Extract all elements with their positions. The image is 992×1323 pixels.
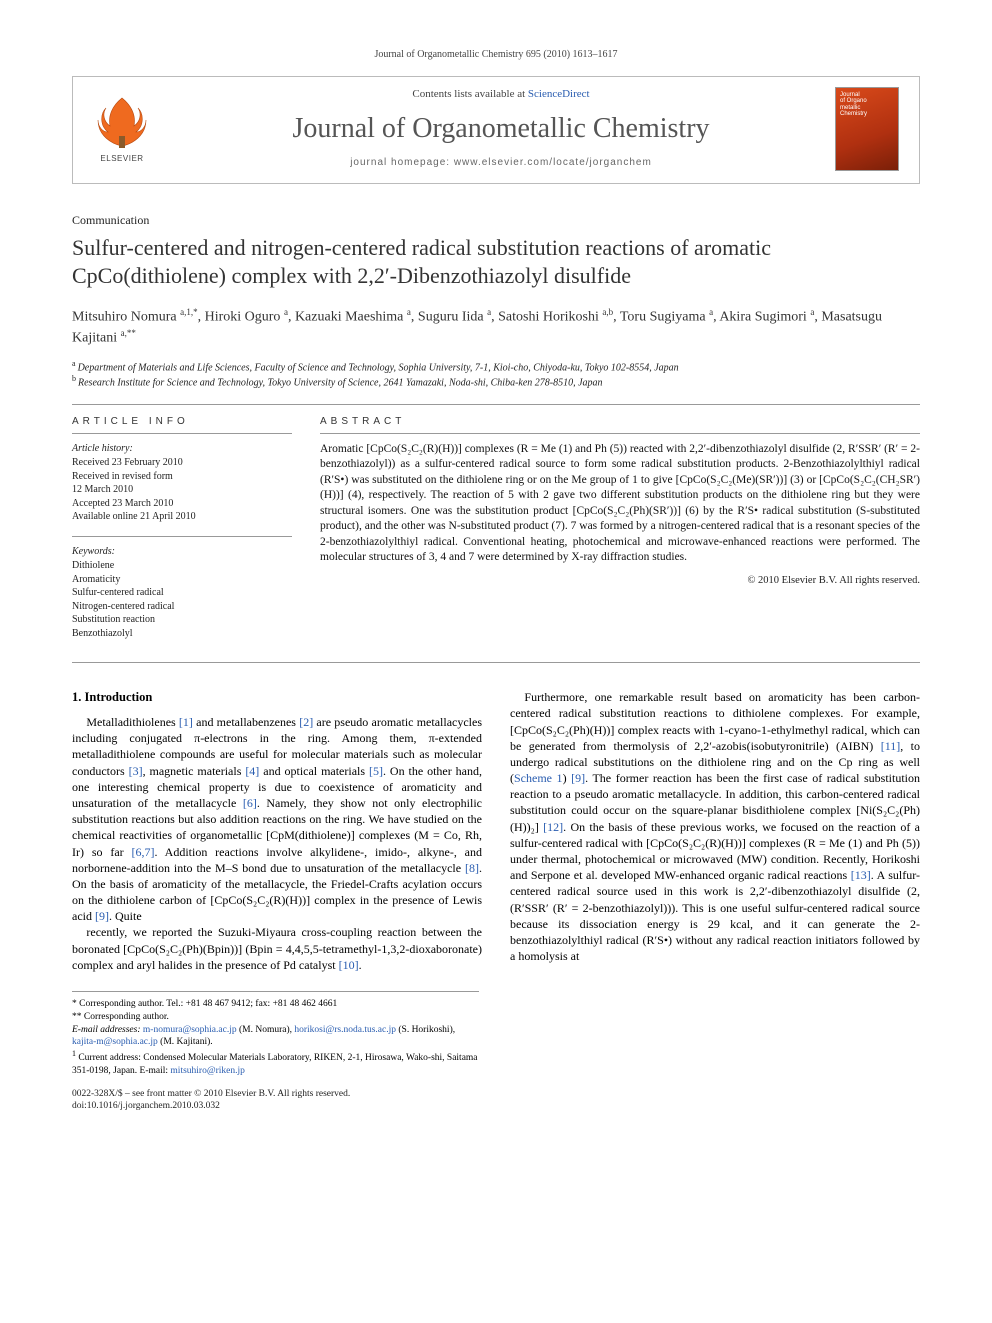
journal-cover-thumb: Journal of Organo metallic Chemistry [835, 87, 899, 171]
author-list: Mitsuhiro Nomura a,1,*, Hiroki Oguro a, … [72, 306, 920, 349]
affiliation-b: bResearch Institute for Science and Tech… [72, 374, 920, 390]
footnote-corresponding-1: * Corresponding author. Tel.: +81 48 467… [72, 998, 479, 1011]
history-line-3: Accepted 23 March 2010 [72, 497, 292, 511]
footnote-dstar-text: Corresponding author. [84, 1012, 169, 1022]
citation-link[interactable]: [2] [299, 715, 313, 729]
elsevier-tree-icon [90, 92, 154, 152]
email-link-2[interactable]: kajita-m@sophia.ac.jp [72, 1037, 158, 1047]
article-history-label: Article history: [72, 442, 292, 456]
contents-available-line: Contents lists available at ScienceDirec… [181, 87, 821, 102]
citation-link[interactable]: [5] [369, 764, 383, 778]
affiliation-a: aDepartment of Materials and Life Scienc… [72, 359, 920, 375]
cover-line-1: of Organo [840, 98, 894, 105]
contents-prefix: Contents lists available at [412, 88, 527, 100]
email-link-0[interactable]: m-nomura@sophia.ac.jp [143, 1025, 237, 1035]
citation-link[interactable]: [10] [339, 958, 359, 972]
keyword-3: Nitrogen-centered radical [72, 600, 292, 614]
elsevier-logo: ELSEVIER [87, 90, 157, 168]
citation-link[interactable]: [9] [571, 771, 585, 785]
abstract-copyright: © 2010 Elsevier B.V. All rights reserved… [320, 574, 920, 588]
email-who-2: (M. Kajitani) [160, 1037, 210, 1047]
journal-name: Journal of Organometallic Chemistry [181, 110, 821, 148]
body-para-2: recently, we reported the Suzuki-Miyaura… [72, 924, 482, 973]
scheme-link[interactable]: Scheme 1 [514, 771, 563, 785]
email-label: E-mail addresses: [72, 1025, 141, 1035]
cover-line-3: Chemistry [840, 111, 894, 118]
publisher-name: ELSEVIER [100, 154, 143, 165]
doi-block: 0022-328X/$ – see front matter © 2010 El… [72, 1088, 479, 1113]
footnotes: * Corresponding author. Tel.: +81 48 467… [72, 991, 479, 1113]
section-1-heading: 1. Introduction [72, 689, 482, 706]
article-info-heading: ARTICLE INFO [72, 415, 292, 434]
running-header: Journal of Organometallic Chemistry 695 … [72, 48, 920, 62]
email-link-1[interactable]: horikosi@rs.noda.tus.ac.jp [294, 1025, 396, 1035]
keyword-2: Sulfur-centered radical [72, 586, 292, 600]
email-who-1: (S. Horikoshi) [398, 1025, 452, 1035]
history-line-2: 12 March 2010 [72, 483, 292, 497]
keywords-label: Keywords: [72, 545, 292, 559]
homepage-url: www.elsevier.com/locate/jorganchem [454, 157, 652, 168]
article-history-block: Article history: Received 23 February 20… [72, 442, 292, 524]
article-info-divider [72, 536, 292, 537]
citation-link[interactable]: [1] [179, 715, 193, 729]
masthead-center: Contents lists available at ScienceDirec… [181, 87, 821, 169]
keyword-0: Dithiolene [72, 559, 292, 573]
citation-link[interactable]: [6] [243, 796, 257, 810]
homepage-prefix: journal homepage: [350, 157, 454, 168]
keyword-1: Aromaticity [72, 573, 292, 587]
affiliation-a-text: Department of Materials and Life Science… [78, 362, 679, 373]
history-line-0: Received 23 February 2010 [72, 456, 292, 470]
footnote-emails: E-mail addresses: m-nomura@sophia.ac.jp … [72, 1024, 479, 1050]
footnote-current-address: 1 Current address: Condensed Molecular M… [72, 1049, 479, 1078]
citation-link[interactable]: [8] [465, 861, 479, 875]
citation-link[interactable]: [12] [543, 820, 563, 834]
body-two-column: 1. Introduction Metalladithiolenes [1] a… [72, 689, 920, 973]
keyword-4: Substitution reaction [72, 613, 292, 627]
citation-link[interactable]: [6,7] [132, 845, 155, 859]
history-line-4: Available online 21 April 2010 [72, 510, 292, 524]
article-info-column: ARTICLE INFO Article history: Received 2… [72, 415, 292, 652]
affiliations: aDepartment of Materials and Life Scienc… [72, 359, 920, 391]
info-abstract-row: ARTICLE INFO Article history: Received 2… [72, 415, 920, 652]
body-para-1: Metalladithiolenes [1] and metallabenzen… [72, 714, 482, 924]
history-line-1: Received in revised form [72, 470, 292, 484]
abstract-heading: ABSTRACT [320, 415, 920, 434]
citation-link[interactable]: [11] [881, 739, 901, 753]
journal-homepage-line: journal homepage: www.elsevier.com/locat… [181, 156, 821, 170]
footnote-star-text: Corresponding author. Tel.: +81 48 467 9… [79, 999, 337, 1009]
divider-top [72, 404, 920, 405]
citation-link[interactable]: [13] [851, 868, 871, 882]
email-who-0: (M. Nomura) [239, 1025, 290, 1035]
doi-line: doi:10.1016/j.jorganchem.2010.03.032 [72, 1100, 479, 1112]
masthead: ELSEVIER Contents lists available at Sci… [72, 76, 920, 184]
footnote-note1-text: Current address: Condensed Molecular Mat… [72, 1053, 478, 1076]
affiliation-b-text: Research Institute for Science and Techn… [78, 378, 603, 389]
citation-link[interactable]: [4] [245, 764, 259, 778]
body-para-3: Furthermore, one remarkable result based… [510, 689, 920, 964]
article-title: Sulfur-centered and nitrogen-centered ra… [72, 234, 920, 290]
cover-line-0: Journal [840, 92, 894, 99]
divider-bottom [72, 662, 920, 663]
email-link-3[interactable]: mitsuhiro@riken.jp [170, 1066, 244, 1076]
sciencedirect-link[interactable]: ScienceDirect [528, 88, 590, 100]
communication-label: Communication [72, 212, 920, 228]
footnote-corresponding-2: ** Corresponding author. [72, 1011, 479, 1024]
keyword-5: Benzothiazolyl [72, 627, 292, 641]
abstract-column: ABSTRACT Aromatic [CpCo(S₂C₂(R)(H))] com… [320, 415, 920, 652]
citation-link[interactable]: [3] [129, 764, 143, 778]
cover-line-2: metallic [840, 105, 894, 112]
citation-link[interactable]: [9] [95, 909, 109, 923]
front-matter-line: 0022-328X/$ – see front matter © 2010 El… [72, 1088, 479, 1100]
keywords-block: Keywords: Dithiolene Aromaticity Sulfur-… [72, 545, 292, 641]
abstract-text: Aromatic [CpCo(S₂C₂(R)(H))] complexes (R… [320, 442, 920, 566]
